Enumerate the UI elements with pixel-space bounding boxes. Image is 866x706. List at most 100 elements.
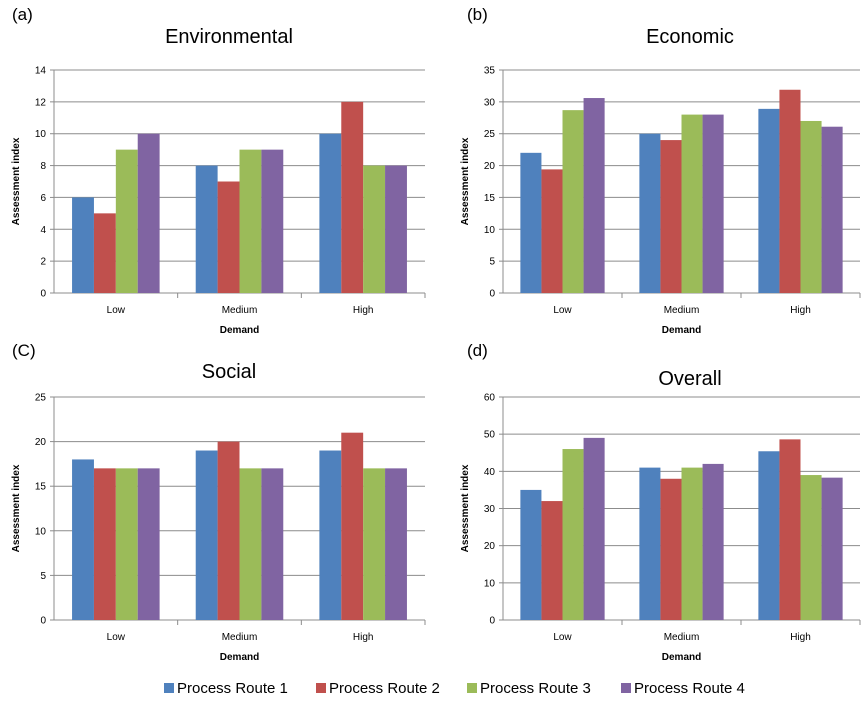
bar [681, 114, 703, 293]
y-tick-label: 15 [484, 193, 496, 204]
y-tick-label: 6 [40, 193, 46, 204]
y-tick-label: 2 [40, 257, 46, 268]
y-tick-label: 12 [35, 97, 47, 108]
y-tick-label: 15 [35, 482, 47, 493]
legend-swatch [621, 683, 631, 693]
bar [72, 459, 94, 620]
y-tick-label: 14 [35, 66, 47, 77]
y-tick-label: 0 [40, 616, 46, 627]
bar [217, 441, 240, 620]
bar [217, 181, 240, 293]
y-axis-title: Assessment index [460, 137, 471, 225]
bar [195, 450, 218, 620]
bar [520, 489, 542, 620]
panel-letter: (a) [12, 5, 33, 24]
y-tick-label: 25 [484, 129, 496, 140]
bar [562, 449, 584, 620]
bar [800, 475, 822, 620]
bar [363, 165, 386, 293]
bar [137, 133, 160, 293]
x-axis-title: Demand [220, 325, 259, 336]
y-tick-label: 50 [484, 430, 496, 441]
x-tick-label: Low [107, 632, 126, 643]
bar [93, 468, 116, 620]
bar [385, 165, 407, 293]
y-tick-label: 4 [40, 225, 46, 236]
bar [385, 468, 407, 620]
bar [779, 89, 801, 293]
y-tick-label: 10 [484, 225, 496, 236]
y-tick-label: 0 [489, 289, 495, 300]
bar [341, 101, 364, 293]
bar [115, 149, 138, 293]
bar [520, 152, 542, 293]
y-tick-label: 30 [484, 97, 496, 108]
y-tick-label: 0 [489, 616, 495, 627]
bar [93, 213, 116, 293]
chart-title: Overall [658, 368, 721, 390]
chart-panel-4: (d) Overall 0 10 20 30 40 50 60 Low Medium High Dema… [460, 341, 861, 663]
x-axis-title: Demand [220, 652, 259, 663]
y-tick-label: 25 [35, 393, 47, 404]
x-tick-label: Low [107, 305, 126, 316]
legend-swatch [467, 683, 477, 693]
x-tick-label: Medium [664, 305, 700, 316]
y-tick-label: 8 [40, 161, 46, 172]
y-tick-label: 10 [484, 578, 496, 589]
x-axis-title: Demand [662, 652, 701, 663]
x-tick-label: Low [553, 305, 572, 316]
y-tick-label: 5 [489, 257, 495, 268]
y-tick-label: 40 [484, 467, 496, 478]
y-tick-label: 30 [484, 504, 496, 515]
x-tick-label: Medium [664, 632, 700, 643]
bar [702, 463, 724, 620]
bar [583, 437, 605, 620]
bar [541, 169, 563, 293]
chart-title: Social [202, 361, 256, 383]
legend: Process Route 1 Process Route 2 Process Ro… [164, 680, 745, 697]
x-tick-label: High [790, 632, 811, 643]
bar [239, 468, 262, 620]
y-tick-label: 20 [484, 161, 496, 172]
y-tick-label: 5 [40, 571, 46, 582]
x-tick-label: Medium [222, 632, 258, 643]
chart-title: Environmental [165, 26, 293, 48]
x-tick-label: High [353, 305, 374, 316]
bar [821, 126, 843, 293]
bar [319, 133, 342, 293]
bar [541, 501, 563, 620]
panel-letter: (C) [12, 341, 36, 360]
bar [72, 197, 94, 293]
legend-entry: Process Route 4 [634, 680, 745, 697]
chart-title: Economic [646, 26, 734, 48]
y-tick-label: 10 [35, 129, 47, 140]
bar [779, 439, 801, 620]
bar [660, 140, 682, 293]
panel-letter: (d) [467, 341, 488, 360]
y-tick-label: 35 [484, 66, 496, 77]
bar [702, 114, 724, 293]
legend-entry: Process Route 2 [329, 680, 440, 697]
bar [319, 450, 342, 620]
x-tick-label: High [790, 305, 811, 316]
x-tick-label: Low [553, 632, 572, 643]
panel-letter: (b) [467, 5, 488, 24]
bar [261, 468, 284, 620]
y-tick-label: 20 [484, 541, 496, 552]
y-tick-label: 0 [40, 289, 46, 300]
bar [115, 468, 138, 620]
bar [137, 468, 160, 620]
bar [660, 478, 682, 620]
bar [639, 133, 661, 293]
bar [239, 149, 262, 293]
chart-panel-1: (a) Environmental 0 2 4 6 8 10 12 14 Low Medium High… [11, 5, 426, 336]
y-tick-label: 10 [35, 526, 47, 537]
chart-panel-3: (C) Social 0 5 10 15 20 25 Low Medium High Demand As… [11, 341, 426, 663]
bar [583, 98, 605, 293]
x-tick-label: Medium [222, 305, 258, 316]
bar [821, 477, 843, 620]
bar [261, 149, 284, 293]
y-axis-title: Assessment index [460, 464, 471, 552]
y-axis-title: Assessment index [11, 137, 22, 225]
